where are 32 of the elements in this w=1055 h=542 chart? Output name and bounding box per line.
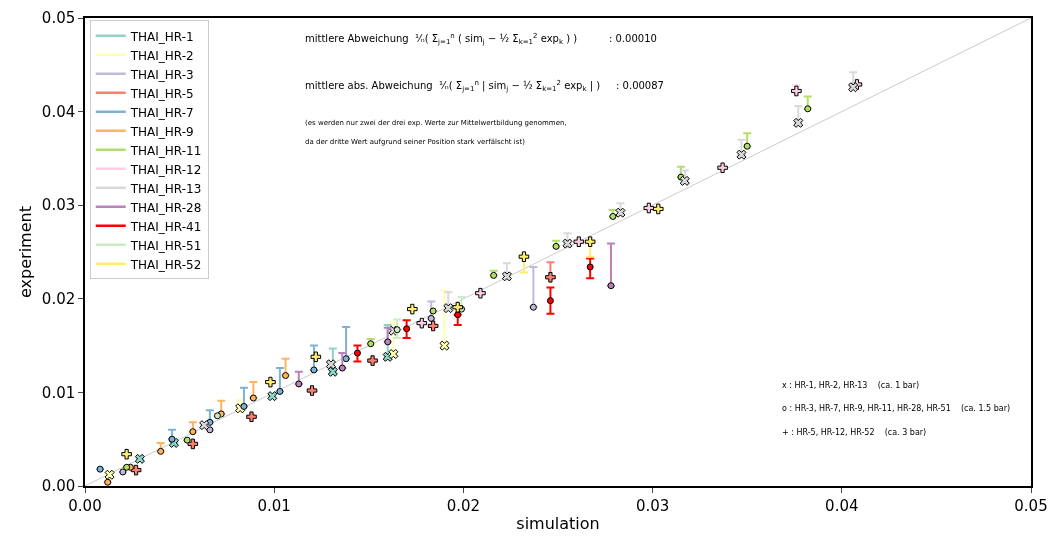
x-tick-label: 0.00 [68,496,102,515]
y-tick-label: 0.02 [41,290,76,309]
legend-label: THAI_HR-3 [129,67,194,82]
x-tick-label: 0.04 [825,496,859,515]
legend-label: THAI_HR-13 [129,181,202,196]
x-tick-label: 0.05 [1014,496,1048,515]
y-tick-label: 0.03 [41,196,76,215]
legend-label: THAI_HR-28 [129,200,202,215]
x-tick-label: 0.02 [446,496,481,515]
y-tick-label: 0.05 [41,9,76,28]
x-tick-label: 0.03 [635,496,670,515]
legend-label: THAI_HR-5 [129,86,194,101]
legend-label: THAI_HR-2 [129,48,194,63]
x-axis-title: simulation [516,513,600,533]
annotation: o : HR-3, HR-7, HR-9, HR-11, HR-28, HR-51 (ca. 1.5 bar) [782,404,1011,413]
legend-label: THAI_HR-41 [129,219,202,234]
x-tick-label: 0.01 [257,496,291,515]
legend-label: THAI_HR-51 [129,238,202,253]
annotation: + : HR-5, HR-12, HR-52 (ca. 3 bar) [782,428,927,437]
legend-label: THAI_HR-52 [129,257,202,272]
legend-label: THAI_HR-11 [129,143,202,158]
y-tick-label: 0.04 [41,102,76,121]
y-axis-title: experiment [16,206,36,298]
legend-label: THAI_HR-12 [129,162,202,177]
annotation: x : HR-1, HR-2, HR-13 (ca. 1 bar) [782,381,920,390]
legend-label: THAI_HR-7 [129,105,194,120]
legend-label: THAI_HR-9 [129,124,194,139]
y-tick-label: 0.00 [41,477,76,496]
text: mittlere Abweichung ¹⁄ₙ( Σ$_{j=1}$$^{n}$ ( sim$_{j}$ − ½ Σ$_{k=1}$$^{2}$ exp$_{k}$ ) ) : 0.00010 [305,32,657,47]
text: mittlere abs. Abweichung ¹⁄ₙ( Σ$_{j=1}$$^{n}$ | sim$_{j}$ − ½ Σ$_{k=1}$$^{2}$ exp$_{k}$ | ) : 0.00087 [305,79,664,94]
y-tick-label: 0.01 [41,383,76,402]
legend-label: THAI_HR-1 [129,29,194,44]
